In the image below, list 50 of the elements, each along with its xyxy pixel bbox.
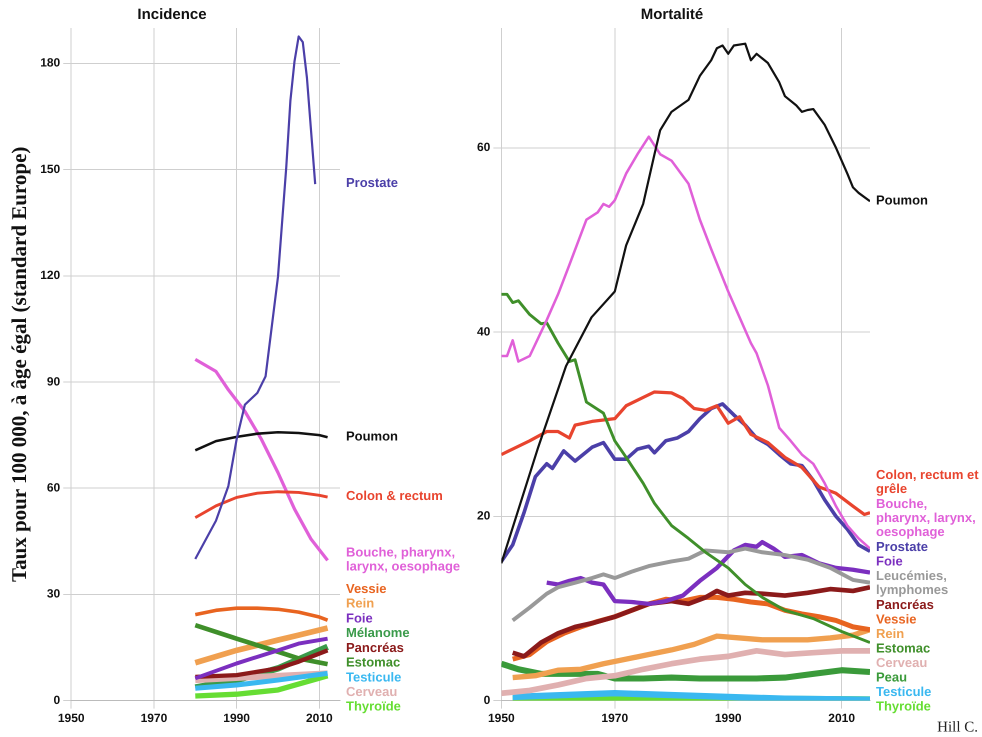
series-label: Mélanome bbox=[346, 625, 410, 640]
x-tick-label: 2010 bbox=[306, 711, 333, 726]
chart-title: Mortalité bbox=[640, 6, 704, 24]
y-tick-label: 150 bbox=[40, 162, 61, 176]
y-tick-label: 0 bbox=[54, 692, 61, 707]
series-label: Testicule bbox=[876, 684, 932, 700]
y-tick-label: 30 bbox=[46, 586, 61, 601]
x-tick-label: 1970 bbox=[601, 711, 628, 726]
series-label: Pancréas bbox=[346, 640, 404, 655]
series-label: Poumon bbox=[876, 192, 928, 208]
series-label: Vessie bbox=[876, 611, 916, 626]
y-tick-label: 60 bbox=[46, 480, 61, 495]
series-label: Cerveau bbox=[876, 655, 928, 670]
text: Thyroïde bbox=[346, 698, 401, 714]
series-label: Poumon bbox=[346, 428, 398, 444]
series-label: Prostate bbox=[876, 538, 928, 554]
series-label: Rein bbox=[346, 596, 374, 611]
y-tick-label: 180 bbox=[40, 56, 61, 70]
x-tick-label: 1990 bbox=[223, 711, 250, 726]
series-label: Estomac bbox=[876, 640, 930, 656]
y-tick-label: 20 bbox=[476, 508, 491, 523]
series-label: Pancréas bbox=[876, 596, 934, 612]
y-tick-label: 0 bbox=[484, 692, 491, 707]
series-label: Leucémies, lymphomes bbox=[876, 568, 948, 598]
series-label: Cerveau bbox=[346, 684, 398, 700]
series-label: Colon, rectum et grêle bbox=[876, 467, 980, 496]
x-tick-label: 2010 bbox=[828, 711, 856, 726]
text: Prostate bbox=[346, 175, 398, 190]
x-tick-label: 1950 bbox=[58, 711, 85, 726]
x-tick-label: 1990 bbox=[714, 711, 742, 726]
series-label: Foie bbox=[876, 554, 903, 569]
series-label: Thyroïde bbox=[876, 698, 931, 714]
y-tick-label: 120 bbox=[40, 268, 61, 282]
series-label: Bouche, pharynx, larynx, oesophage bbox=[876, 496, 976, 539]
x-tick-label: 1950 bbox=[488, 711, 516, 726]
series-label: Bouche, pharynx, larynx, oesophage bbox=[346, 544, 460, 574]
series-label: Estomac bbox=[346, 654, 400, 670]
series-label: Testicule bbox=[346, 669, 402, 684]
text: Hill C. bbox=[937, 719, 978, 736]
y-tick-label: 60 bbox=[476, 140, 491, 154]
x-tick-label: 1970 bbox=[140, 711, 168, 726]
series-label: Rein bbox=[876, 626, 904, 642]
series-label: Foie bbox=[346, 610, 373, 626]
series-label: Colon & rectum bbox=[346, 488, 443, 504]
y-tick-label: 40 bbox=[476, 324, 491, 338]
series-label: Peau bbox=[876, 670, 908, 685]
y-tick-label: 90 bbox=[46, 374, 61, 388]
chart-title: Incidence bbox=[137, 6, 207, 24]
text: Vessie bbox=[346, 580, 386, 596]
y-axis-title: Taux pour 100 000, à âge égal (standard Europe) bbox=[7, 146, 32, 582]
